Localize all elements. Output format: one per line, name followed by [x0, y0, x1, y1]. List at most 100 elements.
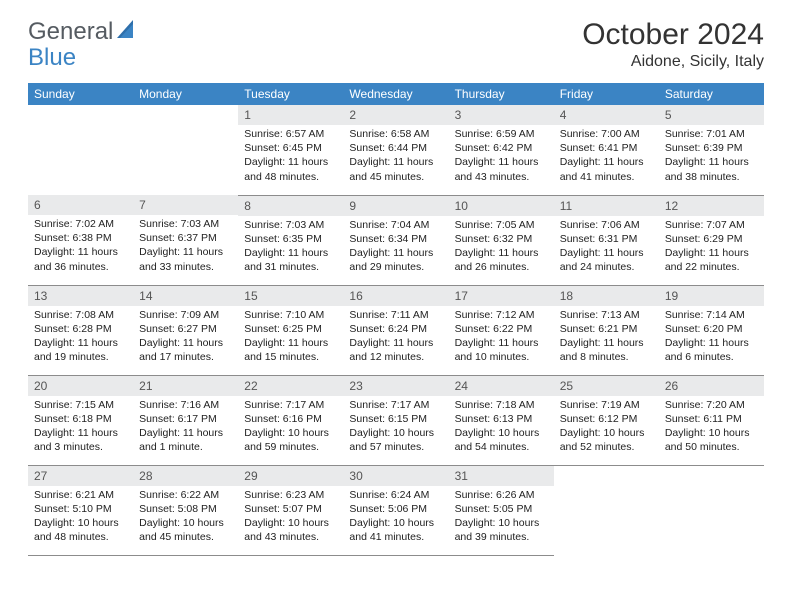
day-body: Sunrise: 7:07 AMSunset: 6:29 PMDaylight:… [659, 216, 764, 279]
day-body: Sunrise: 7:09 AMSunset: 6:27 PMDaylight:… [133, 306, 238, 369]
sunrise-text: Sunrise: 6:24 AM [349, 488, 442, 502]
daylight-text: Daylight: 11 hours and 31 minutes. [244, 246, 337, 274]
daylight-text: Daylight: 11 hours and 41 minutes. [560, 155, 653, 183]
day-number: 19 [659, 286, 764, 306]
dow-friday: Friday [554, 83, 659, 105]
sunrise-text: Sunrise: 6:59 AM [455, 127, 548, 141]
calendar-week: 27Sunrise: 6:21 AMSunset: 5:10 PMDayligh… [28, 465, 764, 555]
sunrise-text: Sunrise: 7:13 AM [560, 308, 653, 322]
sunset-text: Sunset: 6:44 PM [349, 141, 442, 155]
daylight-text: Daylight: 10 hours and 57 minutes. [349, 426, 442, 454]
day-number: 10 [449, 196, 554, 216]
day-cell: 13Sunrise: 7:08 AMSunset: 6:28 PMDayligh… [28, 285, 133, 375]
day-cell: 11Sunrise: 7:06 AMSunset: 6:31 PMDayligh… [554, 195, 659, 285]
day-cell: 4Sunrise: 7:00 AMSunset: 6:41 PMDaylight… [554, 105, 659, 195]
day-cell: 9Sunrise: 7:04 AMSunset: 6:34 PMDaylight… [343, 195, 448, 285]
day-number: 9 [343, 196, 448, 216]
day-number: 21 [133, 376, 238, 396]
day-number: 1 [238, 105, 343, 125]
sunset-text: Sunset: 6:13 PM [455, 412, 548, 426]
day-number: 30 [343, 466, 448, 486]
sunrise-text: Sunrise: 6:58 AM [349, 127, 442, 141]
daylight-text: Daylight: 10 hours and 45 minutes. [139, 516, 232, 544]
day-body: Sunrise: 6:23 AMSunset: 5:07 PMDaylight:… [238, 486, 343, 549]
day-body: Sunrise: 6:59 AMSunset: 6:42 PMDaylight:… [449, 125, 554, 188]
day-body: Sunrise: 7:12 AMSunset: 6:22 PMDaylight:… [449, 306, 554, 369]
daylight-text: Daylight: 11 hours and 36 minutes. [34, 245, 127, 273]
day-cell-empty [554, 465, 659, 555]
day-body: Sunrise: 6:22 AMSunset: 5:08 PMDaylight:… [133, 486, 238, 549]
daylight-text: Daylight: 11 hours and 43 minutes. [455, 155, 548, 183]
logo-text-general: General [28, 18, 113, 46]
sunrise-text: Sunrise: 7:19 AM [560, 398, 653, 412]
calendar-week: 1Sunrise: 6:57 AMSunset: 6:45 PMDaylight… [28, 105, 764, 195]
sunrise-text: Sunrise: 6:23 AM [244, 488, 337, 502]
sunset-text: Sunset: 6:21 PM [560, 322, 653, 336]
day-body: Sunrise: 7:19 AMSunset: 6:12 PMDaylight:… [554, 396, 659, 459]
daylight-text: Daylight: 10 hours and 48 minutes. [34, 516, 127, 544]
day-body: Sunrise: 7:06 AMSunset: 6:31 PMDaylight:… [554, 216, 659, 279]
daylight-text: Daylight: 10 hours and 43 minutes. [244, 516, 337, 544]
calendar-body: 1Sunrise: 6:57 AMSunset: 6:45 PMDaylight… [28, 105, 764, 555]
day-cell: 1Sunrise: 6:57 AMSunset: 6:45 PMDaylight… [238, 105, 343, 195]
day-cell: 24Sunrise: 7:18 AMSunset: 6:13 PMDayligh… [449, 375, 554, 465]
day-body: Sunrise: 7:04 AMSunset: 6:34 PMDaylight:… [343, 216, 448, 279]
sunset-text: Sunset: 6:28 PM [34, 322, 127, 336]
day-number: 24 [449, 376, 554, 396]
sunset-text: Sunset: 6:37 PM [139, 231, 232, 245]
dow-row: Sunday Monday Tuesday Wednesday Thursday… [28, 83, 764, 105]
sunset-text: Sunset: 6:15 PM [349, 412, 442, 426]
dow-thursday: Thursday [449, 83, 554, 105]
logo-text-blue: Blue [28, 44, 76, 71]
day-number: 12 [659, 196, 764, 216]
sunrise-text: Sunrise: 7:14 AM [665, 308, 758, 322]
sunset-text: Sunset: 6:16 PM [244, 412, 337, 426]
daylight-text: Daylight: 11 hours and 48 minutes. [244, 155, 337, 183]
sunset-text: Sunset: 5:05 PM [455, 502, 548, 516]
sunrise-text: Sunrise: 6:21 AM [34, 488, 127, 502]
day-number: 23 [343, 376, 448, 396]
day-number: 15 [238, 286, 343, 306]
sunset-text: Sunset: 6:45 PM [244, 141, 337, 155]
day-cell: 30Sunrise: 6:24 AMSunset: 5:06 PMDayligh… [343, 465, 448, 555]
location: Aidone, Sicily, Italy [582, 53, 764, 71]
sunrise-text: Sunrise: 7:00 AM [560, 127, 653, 141]
day-body: Sunrise: 7:18 AMSunset: 6:13 PMDaylight:… [449, 396, 554, 459]
day-cell: 20Sunrise: 7:15 AMSunset: 6:18 PMDayligh… [28, 375, 133, 465]
day-number: 16 [343, 286, 448, 306]
day-cell-empty [133, 105, 238, 195]
day-number: 11 [554, 196, 659, 216]
day-body: Sunrise: 7:03 AMSunset: 6:37 PMDaylight:… [133, 215, 238, 278]
day-number: 25 [554, 376, 659, 396]
day-number: 3 [449, 105, 554, 125]
daylight-text: Daylight: 11 hours and 1 minute. [139, 426, 232, 454]
sunrise-text: Sunrise: 7:03 AM [139, 217, 232, 231]
daylight-text: Daylight: 11 hours and 29 minutes. [349, 246, 442, 274]
daylight-text: Daylight: 11 hours and 10 minutes. [455, 336, 548, 364]
day-body: Sunrise: 7:03 AMSunset: 6:35 PMDaylight:… [238, 216, 343, 279]
day-body: Sunrise: 7:16 AMSunset: 6:17 PMDaylight:… [133, 396, 238, 459]
daylight-text: Daylight: 11 hours and 19 minutes. [34, 336, 127, 364]
daylight-text: Daylight: 10 hours and 41 minutes. [349, 516, 442, 544]
day-cell: 19Sunrise: 7:14 AMSunset: 6:20 PMDayligh… [659, 285, 764, 375]
daylight-text: Daylight: 11 hours and 15 minutes. [244, 336, 337, 364]
sunrise-text: Sunrise: 7:07 AM [665, 218, 758, 232]
logo-sail-icon [117, 20, 139, 45]
day-cell: 8Sunrise: 7:03 AMSunset: 6:35 PMDaylight… [238, 195, 343, 285]
sunrise-text: Sunrise: 7:01 AM [665, 127, 758, 141]
day-cell: 25Sunrise: 7:19 AMSunset: 6:12 PMDayligh… [554, 375, 659, 465]
day-cell: 31Sunrise: 6:26 AMSunset: 5:05 PMDayligh… [449, 465, 554, 555]
month-title: October 2024 [582, 18, 764, 51]
day-number: 4 [554, 105, 659, 125]
dow-sunday: Sunday [28, 83, 133, 105]
sunrise-text: Sunrise: 7:17 AM [244, 398, 337, 412]
calendar-week: 6Sunrise: 7:02 AMSunset: 6:38 PMDaylight… [28, 195, 764, 285]
day-cell: 6Sunrise: 7:02 AMSunset: 6:38 PMDaylight… [28, 195, 133, 285]
sunset-text: Sunset: 5:10 PM [34, 502, 127, 516]
day-cell: 2Sunrise: 6:58 AMSunset: 6:44 PMDaylight… [343, 105, 448, 195]
header: General October 2024 Aidone, Sicily, Ita… [28, 18, 764, 71]
sunset-text: Sunset: 6:24 PM [349, 322, 442, 336]
day-number: 7 [133, 195, 238, 215]
sunset-text: Sunset: 6:39 PM [665, 141, 758, 155]
day-number: 28 [133, 466, 238, 486]
